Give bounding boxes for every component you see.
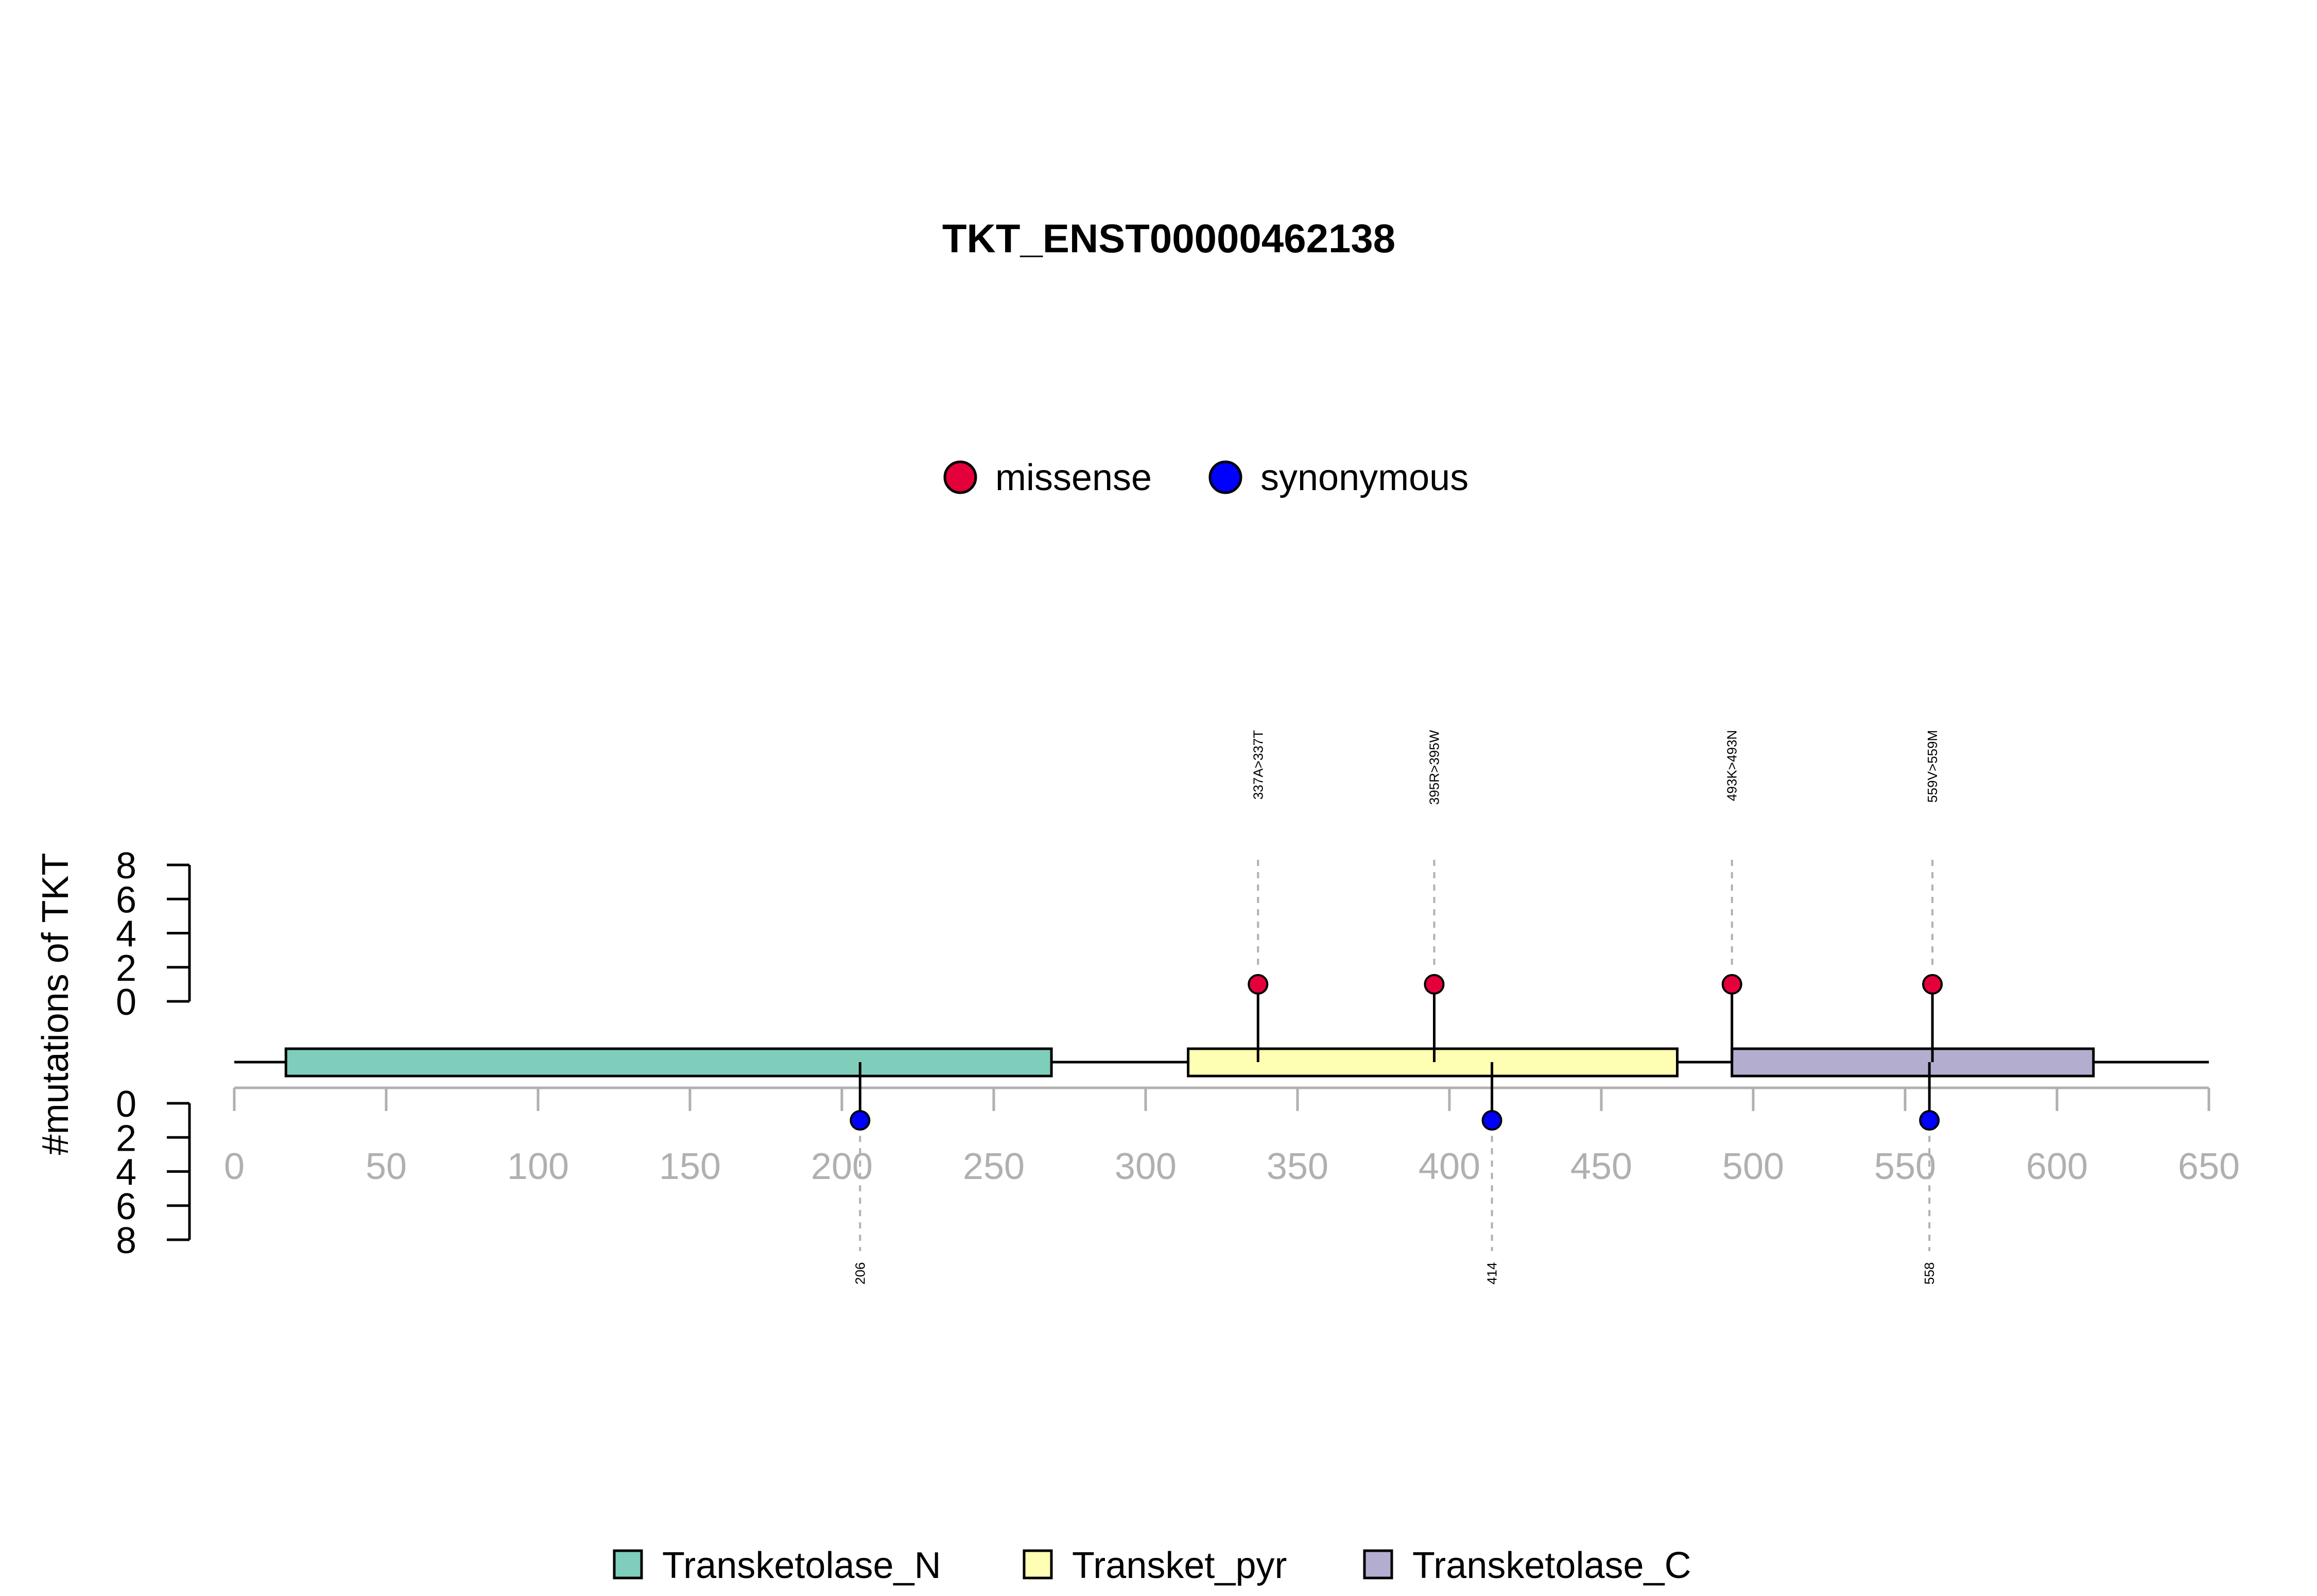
domain-box-Transketolase_C: [1731, 1047, 2095, 1078]
y-tick-label-lower: 6: [116, 1186, 136, 1227]
legend-marker-synonymous: [1208, 460, 1242, 494]
domain-legend-label-Transketolase_N: Transketolase_N: [662, 1545, 941, 1586]
lollipops-upper: 337A>337T 395R>395W 493K>493N 559V>559M: [1248, 730, 1943, 1062]
y-tick-label-upper: 0: [116, 982, 136, 1023]
domain-legend-label-Transketolase_C: Transketolase_C: [1412, 1545, 1691, 1586]
y-tick-label-lower: 8: [116, 1220, 136, 1261]
chart-title: TKT_ENST00000462138: [942, 216, 1395, 261]
lollipop-head-missense: [1248, 974, 1269, 995]
x-tick-label: 0: [224, 1146, 245, 1187]
mutation-label: 395R>395W: [1427, 730, 1442, 805]
x-tick-label: 50: [366, 1146, 407, 1187]
y-axis-label: #mutations of TKT: [35, 853, 76, 1155]
domain-legend: Transketolase_N Transket_pyr Transketolase…: [613, 1545, 1691, 1586]
x-axis: 0 50 100 150 200 250 300 350 400 450 500 550 600 650: [224, 1086, 2240, 1187]
x-tick-label: 500: [1722, 1146, 1784, 1187]
y-tick-label-upper: 6: [116, 879, 136, 921]
mutation-label: 414: [1484, 1262, 1500, 1285]
mutation-label: 337A>337T: [1250, 730, 1266, 800]
x-tick-label: 250: [963, 1146, 1025, 1187]
y-tick-label-lower: 4: [116, 1152, 136, 1193]
lollipop-head-synonymous: [1919, 1110, 1940, 1131]
x-tick-label: 200: [811, 1146, 873, 1187]
x-tick-label: 100: [507, 1146, 569, 1187]
x-tick-label: 300: [1115, 1146, 1177, 1187]
mutation-label: 559V>559M: [1925, 730, 1940, 803]
x-tick-label: 600: [2026, 1146, 2088, 1187]
y-tick-label-upper: 8: [116, 845, 136, 887]
x-tick-label: 150: [659, 1146, 721, 1187]
domain-legend-swatch-Transketolase_N: [613, 1549, 643, 1580]
y-tick-label-upper: 2: [116, 948, 136, 989]
domain-box-Transketolase_N: [284, 1047, 1053, 1078]
domain-boxes: [284, 1047, 2095, 1078]
y-tick-label-upper: 4: [116, 914, 136, 955]
x-tick-label: 550: [1874, 1146, 1936, 1187]
legend-label-synonymous: synonymous: [1260, 457, 1468, 498]
lollipop-head-synonymous: [850, 1110, 871, 1131]
lollipop-head-synonymous: [1481, 1110, 1502, 1131]
mutation-legend: missense synonymous: [943, 457, 1468, 498]
domain-legend-label-Transket_pyr: Transket_pyr: [1072, 1545, 1287, 1586]
lollipop-head-missense: [1721, 974, 1742, 995]
domain-legend-swatch-Transketolase_C: [1363, 1549, 1393, 1580]
mutation-label: 493K>493N: [1724, 730, 1740, 801]
mutation-label: 206: [852, 1262, 868, 1285]
lollipop-head-missense: [1424, 974, 1445, 995]
domain-legend-swatch-Transket_pyr: [1023, 1549, 1053, 1580]
mutation-label: 558: [1922, 1262, 1937, 1285]
legend-marker-missense: [943, 460, 977, 494]
x-tick-label: 450: [1570, 1146, 1632, 1187]
x-tick-label: 350: [1267, 1146, 1328, 1187]
lollipop-head-missense: [1922, 974, 1943, 995]
domain-box-Transket_pyr: [1187, 1047, 1679, 1078]
lollipops-lower: 206 414 558: [850, 1062, 1940, 1285]
legend-label-missense: missense: [995, 457, 1152, 498]
y-tick-label-lower: 2: [116, 1118, 136, 1159]
y-tick-label-lower: 0: [116, 1084, 136, 1125]
x-tick-label: 400: [1419, 1146, 1480, 1187]
x-tick-label: 650: [2178, 1146, 2240, 1187]
